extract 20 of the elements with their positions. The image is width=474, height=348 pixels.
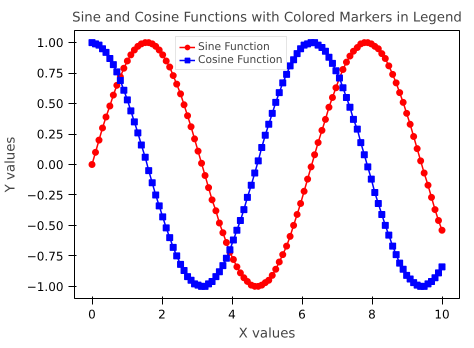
y-tick-label: −0.25 [26,188,64,202]
x-tick-label: 0 [88,308,96,322]
x-tick-label: 6 [298,308,306,322]
y-axis-title: Y values [4,136,19,194]
x-axis-title: X values [238,326,296,342]
y-tick-label: 0.75 [36,66,64,81]
x-tick-label: 8 [368,308,376,322]
y-tick-label: −0.50 [26,218,64,233]
x-tick-label: 10 [434,308,450,322]
x-tick-label: 4 [228,308,236,322]
legend-label: Sine Function [198,40,270,53]
y-tick-label: 0.50 [36,97,64,112]
chart-title: Sine and Cosine Functions with Colored Markers in Legend [72,10,462,26]
y-tick-label: 0.00 [36,158,64,172]
y-tick-label: 1.00 [36,36,64,50]
legend-label: Cosine Function [198,53,282,66]
y-tick-label: −1.00 [26,280,64,294]
y-tick-label: −0.75 [26,249,64,264]
x-tick-label: 2 [158,308,166,322]
y-tick-label: 0.25 [36,128,64,142]
